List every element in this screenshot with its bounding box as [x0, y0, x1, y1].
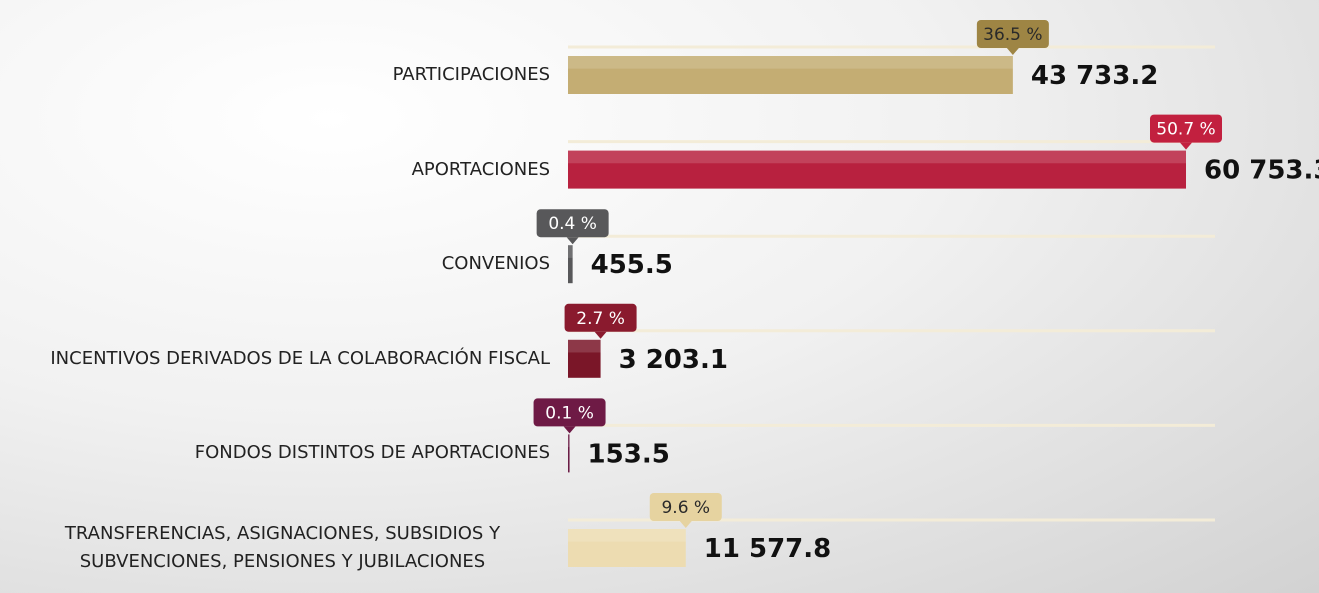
- value-label: 455.5: [591, 250, 673, 280]
- bar-shine: [568, 339, 601, 353]
- category-label: APORTACIONES: [411, 158, 550, 180]
- share-badge: [1150, 114, 1222, 143]
- share-label: 0.1 %: [545, 403, 594, 423]
- category-label: TRANSFERENCIAS, ASIGNACIONES, SUBSIDIOS …: [64, 523, 501, 572]
- bar: [568, 56, 1013, 94]
- value-label: 3 203.1: [619, 345, 728, 375]
- value-label: 153.5: [588, 439, 670, 469]
- category-label: PARTICIPACIONES: [392, 64, 550, 85]
- bar: [568, 434, 570, 473]
- category-label: INCENTIVOS DERIVADOS DE LA COLABORACIÓN …: [50, 347, 550, 369]
- category-label: FONDOS DISTINTOS DE APORTACIONES: [194, 442, 550, 464]
- share-badge-pointer: [679, 521, 692, 528]
- bar-shine: [568, 245, 573, 258]
- share-label: 36.5 %: [983, 25, 1042, 45]
- category-label: CONVENIOS: [441, 253, 550, 275]
- share-badge-pointer: [1180, 142, 1192, 150]
- share-label: 2.7 %: [576, 309, 625, 329]
- share-badge: [533, 398, 606, 427]
- share-badge: [649, 493, 722, 521]
- share-label: 50.7 %: [1156, 120, 1215, 140]
- bar-shine: [568, 434, 570, 448]
- value-label: 60 753.3: [1204, 156, 1319, 186]
- share-badge-pointer: [594, 331, 607, 339]
- share-badge: [976, 20, 1049, 48]
- share-badge-pointer: [563, 426, 576, 434]
- bar: [568, 339, 601, 378]
- bar-shine: [568, 529, 686, 542]
- share-badge-pointer: [566, 237, 579, 245]
- share-badge-pointer: [1006, 48, 1019, 55]
- bar: [568, 245, 573, 284]
- value-label: 43 733.2: [1031, 61, 1158, 91]
- share-label: 9.6 %: [661, 498, 710, 518]
- bar: [568, 529, 686, 567]
- share-label: 0.4 %: [548, 214, 597, 234]
- value-label: 11 577.8: [704, 534, 831, 564]
- share-badge: [536, 209, 609, 238]
- share-badge: [564, 303, 637, 332]
- bar-shine: [568, 56, 1013, 69]
- bar-shine: [568, 150, 1186, 164]
- bar: [568, 150, 1186, 189]
